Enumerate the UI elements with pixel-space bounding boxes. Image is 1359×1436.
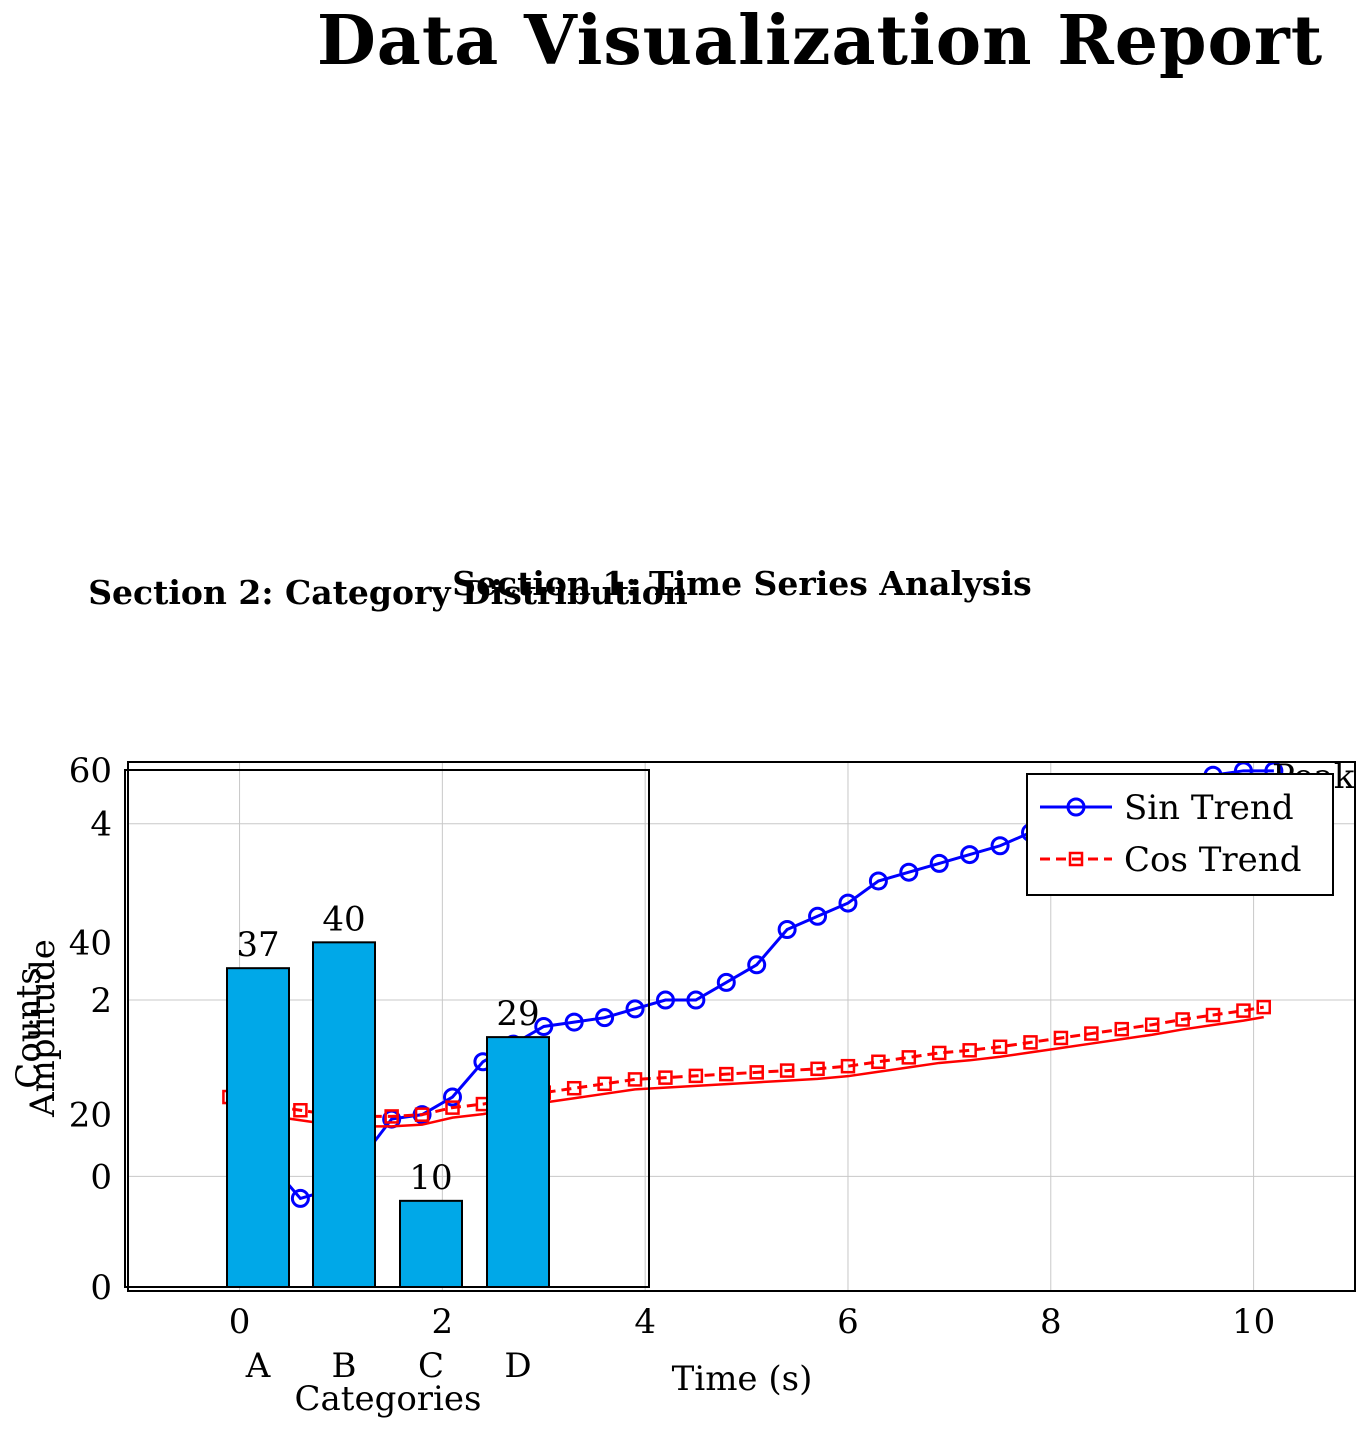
bar-chart-frame (124, 769, 650, 1288)
cos-trend-marker (1114, 1021, 1130, 1037)
sin-trend-marker (747, 955, 767, 975)
cos-trend-marker (1205, 1007, 1221, 1023)
cos-trend-marker (688, 1068, 704, 1084)
line-x-axis-label: Time (s) (672, 1359, 813, 1399)
line-y-axis-label: Amplitude (23, 939, 63, 1118)
sin-trend-marker (929, 853, 949, 873)
cos-trend-marker (931, 1045, 947, 1061)
report-title: Data Visualization Report (317, 1, 1323, 81)
line-x-tick-label: 10 (1232, 1302, 1275, 1342)
cos-trend-marker (658, 1070, 673, 1085)
bar-category-label: D (504, 1346, 531, 1386)
sin-trend-marker (960, 845, 980, 865)
sin-trend-marker (899, 862, 919, 882)
legend-box (1026, 773, 1334, 896)
cos-trend-baseline (229, 1015, 1264, 1128)
bar-category-label: A (245, 1346, 271, 1386)
bar-chart: Section 2: Category Distribution37A40B10… (9, 573, 688, 1419)
line-chart-frame (127, 761, 1356, 1292)
sin-trend-marker (442, 1087, 462, 1107)
cos-trend-marker (414, 1107, 430, 1122)
sin-trend-marker (412, 1105, 432, 1125)
cos-trend-marker (445, 1100, 460, 1115)
legend-entry-label: Cos Trend (1124, 840, 1301, 880)
bar-y-tick-label: 20 (69, 1096, 112, 1136)
line-y-tick-label: 4 (90, 805, 112, 845)
cos-trend-marker (1084, 1026, 1099, 1041)
line-x-tick-label: 2 (432, 1302, 454, 1342)
cos-trend-marker (901, 1050, 917, 1065)
series-cos-trend (222, 999, 1271, 1128)
sin-trend-marker (686, 990, 706, 1010)
bar-value-label: 40 (322, 899, 365, 939)
sin-trend-marker (990, 836, 1010, 856)
sin-trend-marker (777, 920, 797, 940)
cos-trend-marker (992, 1039, 1008, 1055)
cos-trend-marker (597, 1076, 612, 1092)
bar-y-tick-label: 60 (69, 751, 112, 791)
bar-d (486, 1036, 550, 1289)
bar-c (399, 1199, 463, 1289)
legend-sin-marker (1066, 797, 1086, 817)
legend-cos-marker (1068, 851, 1084, 867)
bar-a (226, 967, 290, 1289)
legend: Sin Trend Cos Trend (1026, 773, 1334, 896)
bar-category-label: C (418, 1346, 444, 1386)
cos-trend-marker (779, 1063, 795, 1078)
line-x-tick-label: 0 (229, 1302, 251, 1342)
cos-trend-line (229, 1005, 1264, 1118)
sin-trend-marker (290, 1188, 310, 1208)
bar-x-axis-label: Categories (295, 1379, 482, 1419)
sin-trend-marker (655, 990, 675, 1010)
sin-trend-marker (564, 1012, 584, 1032)
line-y-tick-label: 2 (90, 981, 112, 1021)
cos-trend-marker (1023, 1035, 1038, 1050)
bar-category-label: B (332, 1346, 357, 1386)
sin-trend-marker (838, 893, 858, 913)
cos-trend-marker (1053, 1030, 1069, 1046)
line-chart-title: Section 1: Time Series Analysis (452, 564, 1032, 603)
cos-trend-marker (566, 1080, 582, 1096)
cos-trend-marker (627, 1072, 643, 1087)
line-chart: Section 1: Time Series AnalysisPeak02468… (23, 564, 1356, 1399)
line-y-tick-label: 0 (90, 1157, 112, 1197)
legend-entry-label: Sin Trend (1124, 788, 1294, 828)
bar-y-tick-label: 0 (90, 1268, 112, 1308)
cos-trend-marker (810, 1061, 825, 1077)
bar-value-label: 10 (409, 1158, 452, 1198)
cos-trend-marker (1144, 1017, 1160, 1032)
sin-trend-marker (868, 871, 888, 891)
cos-trend-marker (293, 1103, 308, 1118)
cos-trend-marker (1256, 999, 1271, 1015)
cos-trend-marker (840, 1058, 856, 1074)
bar-value-label: 29 (496, 994, 539, 1034)
sin-trend-marker (595, 1008, 615, 1028)
bar-y-axis-label: Counts (9, 967, 49, 1088)
bar-y-tick-label: 40 (69, 923, 112, 963)
cos-trend-marker (871, 1054, 886, 1070)
cos-trend-marker (1236, 1003, 1251, 1018)
cos-trend-marker (962, 1043, 977, 1058)
line-x-tick-label: 4 (634, 1302, 656, 1342)
sin-trend-marker (625, 999, 645, 1019)
cos-trend-marker (719, 1066, 734, 1082)
bar-chart-title: Section 2: Category Distribution (88, 573, 688, 612)
cos-trend-marker (384, 1109, 399, 1124)
line-x-tick-label: 8 (1040, 1302, 1062, 1342)
bar-value-label: 37 (236, 925, 279, 965)
bar-b (312, 941, 376, 1288)
cos-trend-marker (749, 1065, 764, 1080)
sin-trend-marker (534, 1017, 554, 1036)
sin-trend-marker (808, 906, 828, 926)
cos-trend-marker (1175, 1012, 1190, 1027)
sin-trend-marker (716, 972, 736, 992)
line-x-tick-label: 6 (837, 1302, 859, 1342)
